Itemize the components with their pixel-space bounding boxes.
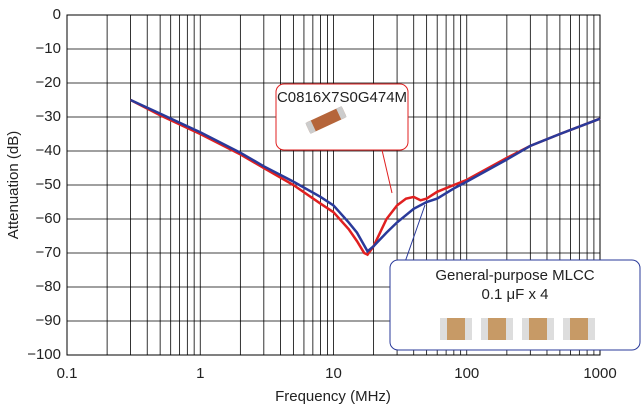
- x-axis-label: Frequency (MHz): [275, 388, 391, 405]
- callout-text: 0.1 μF x 4: [481, 286, 548, 303]
- y-tick-label: −90: [36, 312, 61, 329]
- x-tick-label: 10: [325, 365, 342, 382]
- x-tick-label: 1000: [583, 365, 616, 382]
- y-tick-label: −50: [36, 176, 61, 193]
- callout-text: General-purpose MLCC: [435, 267, 594, 284]
- y-tick-label: −40: [36, 142, 61, 159]
- y-tick-label: −80: [36, 278, 61, 295]
- y-tick-label: 0: [53, 6, 61, 23]
- y-tick-label: −100: [27, 346, 61, 363]
- callout-text: C0816X7S0G474M: [277, 89, 407, 106]
- y-tick-label: −10: [36, 40, 61, 57]
- y-tick-label: −20: [36, 74, 61, 91]
- x-tick-label: 1: [196, 365, 204, 382]
- y-axis-label: Attenuation (dB): [5, 131, 22, 239]
- x-tick-label: 0.1: [57, 365, 78, 382]
- y-tick-label: −70: [36, 244, 61, 261]
- x-tick-label: 100: [454, 365, 479, 382]
- chart: Frequency (MHz) Attenuation (dB) 0.1 1 10 1…: [0, 0, 644, 410]
- y-tick-label: −30: [36, 108, 61, 125]
- y-tick-label: −60: [36, 210, 61, 227]
